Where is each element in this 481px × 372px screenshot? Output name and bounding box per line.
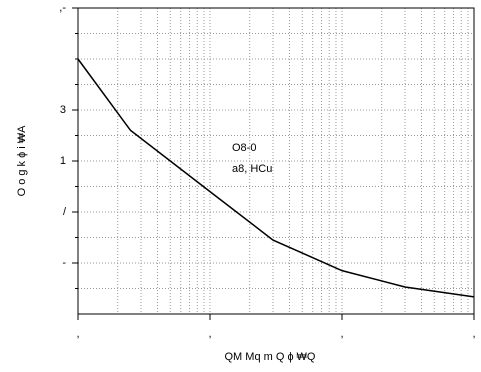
annotation: O8-0 xyxy=(232,142,256,154)
y-tick-label: ,- xyxy=(59,2,66,14)
annotation: a8, HCu xyxy=(232,163,272,175)
y-tick-label: - xyxy=(62,257,66,269)
x-axis-label: QM Mq m Q ɸ ₩Q xyxy=(225,351,316,363)
y-tick-label: 3 xyxy=(60,104,66,116)
y-tick-label: / xyxy=(63,206,67,218)
data-line xyxy=(77,58,475,298)
plot-frame xyxy=(77,7,475,315)
x-tick-label: , xyxy=(340,328,343,340)
y-tick-label: 1 xyxy=(60,155,66,167)
x-tick-label: , xyxy=(208,328,211,340)
x-tick-label: , xyxy=(76,328,79,340)
y-axis-label: O o g k ɸ i ₩A xyxy=(16,125,28,197)
x-tick-label: , xyxy=(472,328,475,340)
